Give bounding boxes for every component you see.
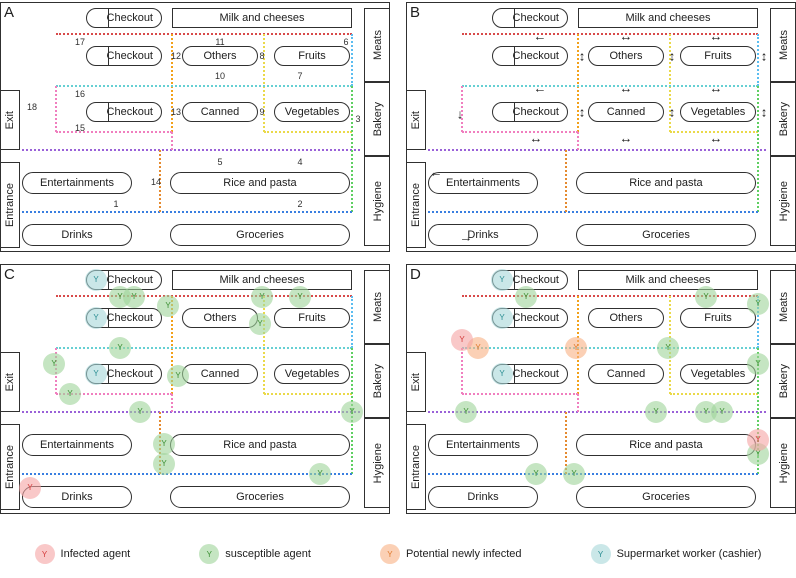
legend-label: Infected agent xyxy=(61,548,131,560)
figure-root: ExitEntranceMeatsBakeryHygieneMilk and c… xyxy=(0,0,796,578)
susceptible-icon: Y xyxy=(199,544,219,564)
panel-B: ExitEntranceMeatsBakeryHygieneMilk and c… xyxy=(406,2,796,252)
legend-item-infected: Y Infected agent xyxy=(35,544,131,564)
legend-label: Supermarket worker (cashier) xyxy=(617,548,762,560)
legend-label: Potential newly infected xyxy=(406,548,522,560)
panel-border xyxy=(406,2,796,252)
panel-letter: D xyxy=(410,266,421,283)
legend-item-potential: Y Potential newly infected xyxy=(380,544,522,564)
panel-letter: A xyxy=(4,4,14,21)
legend-item-worker: Y Supermarket worker (cashier) xyxy=(591,544,762,564)
potential-icon: Y xyxy=(380,544,400,564)
legend-item-susceptible: Ysusceptible agent xyxy=(199,544,311,564)
panel-D: ExitEntranceMeatsBakeryHygieneMilk and c… xyxy=(406,264,796,514)
panel-C: ExitEntranceMeatsBakeryHygieneMilk and c… xyxy=(0,264,390,514)
legend-label: susceptible agent xyxy=(225,548,311,560)
panel-letter: B xyxy=(410,4,420,21)
panel-letter: C xyxy=(4,266,15,283)
panel-A: ExitEntranceMeatsBakeryHygieneMilk and c… xyxy=(0,2,390,252)
panel-border xyxy=(406,264,796,514)
panel-border xyxy=(0,2,390,252)
infected-icon: Y xyxy=(35,544,55,564)
panel-border xyxy=(0,264,390,514)
legend: YInfected agentYsusceptible agentYPotent… xyxy=(0,540,796,568)
worker-icon: Y xyxy=(591,544,611,564)
